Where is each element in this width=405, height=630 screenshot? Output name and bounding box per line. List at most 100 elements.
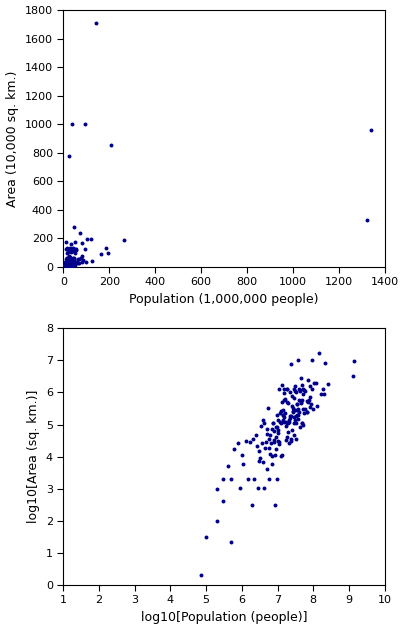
- Point: [79, 238, 85, 248]
- Point: [79, 255, 86, 265]
- Point: [62, 261, 68, 272]
- Point: [65, 259, 72, 269]
- Point: [301, 386, 308, 396]
- Point: [61, 260, 68, 270]
- Point: [278, 406, 284, 416]
- Point: [66, 251, 72, 261]
- Point: [65, 255, 71, 265]
- Point: [66, 258, 73, 268]
- Point: [63, 261, 69, 272]
- Point: [296, 422, 303, 432]
- Point: [261, 418, 267, 428]
- Point: [307, 381, 313, 391]
- Point: [65, 260, 71, 270]
- Point: [278, 397, 285, 407]
- Point: [64, 253, 70, 263]
- Point: [64, 260, 70, 270]
- Point: [303, 396, 310, 406]
- Point: [249, 500, 255, 510]
- Point: [262, 443, 269, 453]
- Point: [285, 398, 292, 408]
- Point: [298, 398, 304, 408]
- Point: [297, 386, 303, 396]
- Point: [285, 427, 291, 437]
- Point: [299, 379, 305, 389]
- Point: [77, 227, 83, 238]
- Y-axis label: log10[Area (sq. km.)]: log10[Area (sq. km.)]: [27, 390, 40, 524]
- Point: [266, 474, 273, 484]
- Point: [305, 375, 311, 386]
- Point: [88, 234, 95, 244]
- Point: [64, 259, 70, 269]
- Point: [292, 415, 298, 425]
- Point: [266, 430, 273, 440]
- Point: [293, 406, 300, 416]
- Point: [75, 254, 82, 264]
- Point: [273, 444, 279, 454]
- Point: [320, 384, 326, 394]
- Point: [62, 261, 68, 272]
- Point: [264, 425, 270, 435]
- Point: [68, 120, 75, 130]
- Point: [273, 432, 280, 442]
- Point: [63, 244, 69, 254]
- Point: [64, 261, 70, 272]
- Point: [64, 261, 71, 271]
- Point: [265, 403, 271, 413]
- Point: [294, 410, 301, 420]
- Point: [66, 261, 72, 271]
- Point: [288, 411, 294, 421]
- Point: [278, 450, 285, 461]
- Point: [284, 432, 290, 442]
- Point: [68, 260, 74, 270]
- Point: [261, 483, 268, 493]
- Point: [62, 261, 68, 272]
- Point: [282, 408, 289, 418]
- Point: [271, 437, 277, 447]
- Point: [291, 406, 298, 416]
- Point: [66, 259, 72, 269]
- Point: [214, 484, 220, 494]
- Point: [273, 474, 280, 484]
- Point: [69, 253, 76, 263]
- Point: [289, 391, 295, 401]
- Point: [287, 411, 294, 421]
- Point: [298, 397, 305, 407]
- Point: [293, 433, 299, 444]
- Point: [60, 261, 67, 272]
- Point: [258, 438, 265, 449]
- Point: [60, 261, 67, 272]
- Point: [62, 261, 69, 272]
- Point: [63, 260, 70, 270]
- Point: [64, 244, 71, 254]
- Point: [279, 410, 286, 420]
- Point: [61, 261, 68, 272]
- Point: [257, 452, 263, 462]
- Point: [277, 417, 283, 427]
- Point: [295, 355, 301, 365]
- Point: [292, 411, 299, 421]
- Point: [275, 436, 281, 446]
- Point: [269, 459, 275, 469]
- Point: [297, 373, 304, 383]
- Point: [272, 500, 279, 510]
- Point: [279, 379, 285, 389]
- Point: [67, 239, 74, 249]
- Point: [297, 385, 304, 395]
- Point: [264, 429, 271, 439]
- Point: [284, 398, 290, 408]
- Point: [61, 261, 67, 272]
- Point: [60, 261, 67, 272]
- Point: [303, 407, 310, 417]
- Point: [245, 474, 252, 484]
- Point: [320, 389, 327, 399]
- Point: [254, 442, 260, 452]
- Point: [290, 412, 297, 422]
- Point: [60, 261, 67, 272]
- Point: [282, 435, 289, 445]
- Point: [269, 424, 275, 434]
- Point: [64, 260, 71, 270]
- Point: [286, 438, 293, 448]
- Point: [68, 255, 75, 265]
- Point: [290, 406, 296, 416]
